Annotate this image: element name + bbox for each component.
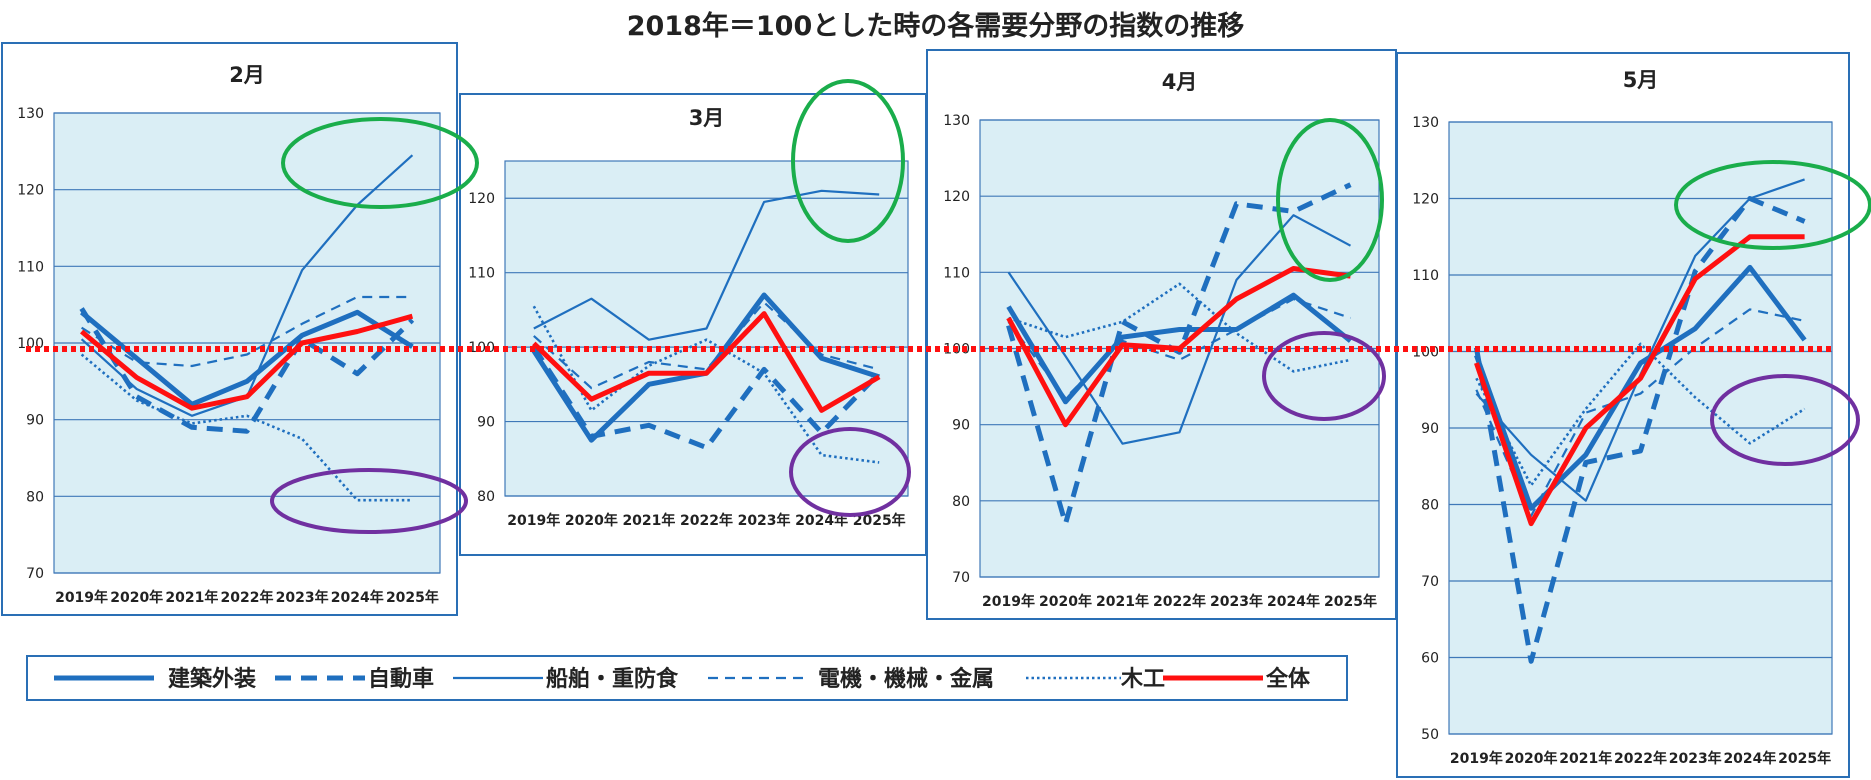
x-tick-label: 2020年 xyxy=(565,512,618,529)
legend-svg: 建築外装 自動車 船舶・重防食 電機・機械・金属 木工 全体 xyxy=(54,666,1311,692)
chart-panel-mar: 80 90 100 110 120 2019年 2020年 2021年 2022年 2023年 20… xyxy=(459,93,927,556)
y-tick-label: 100 xyxy=(468,340,495,356)
highlight-ellipse-green xyxy=(1674,160,1871,250)
x-tick-label: 2025年 xyxy=(386,589,439,606)
series-line-mokko xyxy=(532,305,880,464)
legend-label-jidosha: 自動車 xyxy=(368,666,434,692)
y-tick-label: 120 xyxy=(1412,192,1439,208)
x-tick-label: 2024年 xyxy=(1723,750,1776,767)
chart-title-may: 5月 xyxy=(1623,68,1659,92)
x-tick-label: 2023年 xyxy=(738,512,791,529)
chart-title-apr: 4月 xyxy=(1162,70,1198,94)
y-tick-label: 80 xyxy=(26,489,44,505)
x-tick-label: 2023年 xyxy=(276,589,329,606)
chart-title-mar: 3月 xyxy=(689,106,725,130)
x-tick-label: 2025年 xyxy=(853,512,906,529)
x-tick-label: 2019年 xyxy=(507,512,560,529)
y-tick-label: 50 xyxy=(1421,727,1439,743)
x-tick-label: 2021年 xyxy=(622,512,675,529)
x-tick-label: 2024年 xyxy=(1267,593,1320,610)
x-tick-label: 2019年 xyxy=(55,589,108,606)
y-tick-label: 130 xyxy=(1412,115,1439,131)
main-title: 2018年＝100とした時の各需要分野の指数の推移 xyxy=(626,11,1245,42)
y-tick-label: 120 xyxy=(17,183,44,199)
y-tick-label: 70 xyxy=(26,566,44,582)
y-tick-label: 90 xyxy=(26,413,44,429)
series-line-kenchiku xyxy=(1006,292,1353,405)
y-tick-label: 60 xyxy=(1421,651,1439,667)
series-line-senpaku xyxy=(533,189,880,341)
series-line-zentai xyxy=(79,313,414,411)
legend-label-mokko: 木工 xyxy=(1120,667,1165,692)
series-line-kenchiku xyxy=(79,309,414,407)
x-tick-label: 2021年 xyxy=(1096,593,1149,610)
x-tick-label: 2022年 xyxy=(221,589,274,606)
y-tick-label: 90 xyxy=(477,415,495,431)
x-tick-label: 2019年 xyxy=(1450,750,1503,767)
series-line-mokko xyxy=(80,353,413,502)
series-line-zentai xyxy=(1474,234,1805,527)
highlight-ellipse-purple xyxy=(789,427,911,517)
x-tick-label: 2020年 xyxy=(1039,593,1092,610)
x-tick-label: 2024年 xyxy=(795,512,848,529)
y-tick-label: 80 xyxy=(952,494,970,510)
x-tick-label: 2021年 xyxy=(1559,750,1612,767)
x-tick-label: 2022年 xyxy=(680,512,733,529)
y-tick-label: 110 xyxy=(943,265,970,281)
x-tick-label: 2019年 xyxy=(982,593,1035,610)
x-tick-label: 2025年 xyxy=(1324,593,1377,610)
highlight-ellipse-purple xyxy=(1710,374,1860,466)
y-tick-label: 110 xyxy=(1412,268,1439,284)
legend-label-kenchiku: 建築外装 xyxy=(168,666,256,692)
x-tick-label: 2023年 xyxy=(1210,593,1263,610)
chart-panel-may: 50 60 70 80 90 100 110 120 130 2019年 2020年 2021年 202… xyxy=(1396,52,1850,778)
x-tick-label: 2020年 xyxy=(110,589,163,606)
chart-title-feb: 2月 xyxy=(229,63,265,87)
y-tick-label: 70 xyxy=(1421,574,1439,590)
series-line-zentai xyxy=(532,311,881,413)
x-tick-label: 2021年 xyxy=(165,589,218,606)
y-tick-label: 110 xyxy=(468,266,495,282)
y-tick-label: 120 xyxy=(943,189,970,205)
series-line-kenchiku xyxy=(1474,264,1807,511)
series-line-senpaku xyxy=(1007,214,1352,445)
y-tick-label: 120 xyxy=(468,191,495,207)
x-tick-label: 2023年 xyxy=(1669,750,1722,767)
legend-label-zentai: 全体 xyxy=(1265,666,1311,692)
series-line-denki xyxy=(81,295,413,368)
highlight-ellipse-purple xyxy=(270,468,468,534)
x-tick-label: 2022年 xyxy=(1614,750,1667,767)
x-tick-label: 2020年 xyxy=(1505,750,1558,767)
y-tick-label: 130 xyxy=(17,106,44,122)
y-tick-label: 70 xyxy=(952,570,970,586)
legend-label-denki: 電機・機械・金属 xyxy=(818,666,994,692)
y-tick-label: 80 xyxy=(477,489,495,505)
series-line-jidosha xyxy=(1473,196,1806,664)
y-tick-label: 80 xyxy=(1421,498,1439,514)
legend: 建築外装 自動車 船舶・重防食 電機・機械・金属 木工 全体 xyxy=(26,655,1348,701)
x-tick-label: 2024年 xyxy=(331,589,384,606)
x-tick-label: 2025年 xyxy=(1778,750,1831,767)
highlight-ellipse-green xyxy=(1276,118,1384,282)
y-tick-label: 130 xyxy=(943,113,970,129)
legend-label-senpaku: 船舶・重防食 xyxy=(546,666,679,692)
series-line-denki xyxy=(1007,297,1351,400)
series-line-mokko xyxy=(1008,282,1351,373)
highlight-ellipse-green xyxy=(281,117,479,209)
highlight-ellipse-purple xyxy=(1262,331,1386,421)
y-tick-label: 90 xyxy=(1421,421,1439,437)
y-tick-label: 110 xyxy=(17,259,44,275)
series-line-mokko xyxy=(1475,342,1806,487)
series-line-jidosha xyxy=(1006,182,1352,527)
x-tick-label: 2022年 xyxy=(1153,593,1206,610)
y-tick-label: 90 xyxy=(952,418,970,434)
series-line-jidosha xyxy=(79,307,415,434)
chart-panel-feb: 70 80 90 100 110 120 130 2019年 2020年 2021年 2022年 20… xyxy=(1,42,458,616)
highlight-ellipse-green xyxy=(791,79,905,243)
